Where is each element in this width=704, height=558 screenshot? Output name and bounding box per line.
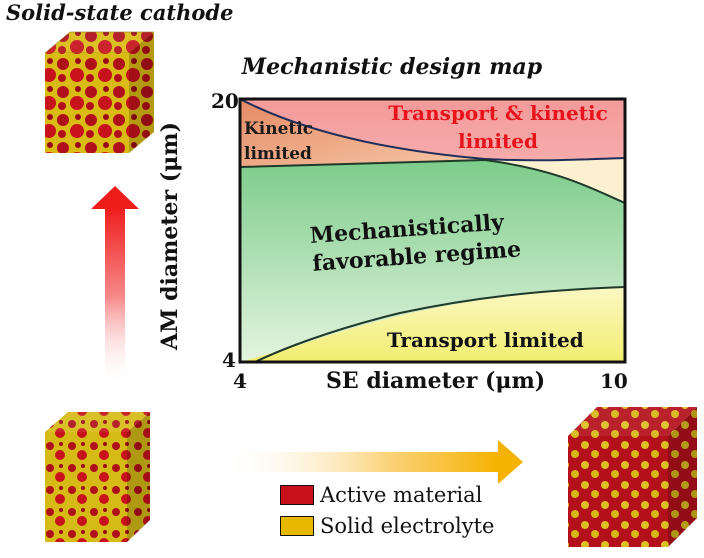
boundary-upper bbox=[239, 98, 626, 162]
region-mechanical bbox=[240, 160, 625, 362]
up-arrow-icon bbox=[91, 186, 139, 387]
label-kinetic-1: Kinetic bbox=[244, 119, 313, 139]
boundary-lower bbox=[254, 286, 626, 363]
label-transport: Transport limited bbox=[387, 328, 584, 352]
x-tick-left: 4 bbox=[233, 369, 247, 393]
y-tick-top: 20 bbox=[211, 89, 239, 113]
label-kinetic-2: limited bbox=[244, 144, 312, 164]
y-tick-bottom: 4 bbox=[222, 348, 236, 372]
legend-item-solid-electrolyte: Solid electrolyte bbox=[280, 513, 494, 539]
cube-bottom-left bbox=[45, 412, 150, 542]
region-kinetic bbox=[240, 99, 485, 167]
legend-label: Solid electrolyte bbox=[320, 514, 495, 538]
label-transport-kinetic-1: Transport & kinetic bbox=[388, 101, 608, 125]
legend-item-active-material: Active material bbox=[280, 482, 482, 508]
right-arrow-icon bbox=[220, 440, 523, 484]
label-transport-kinetic-2: limited bbox=[458, 129, 538, 153]
region-transport bbox=[240, 287, 625, 362]
cathode-title: Solid-state cathode bbox=[6, 0, 234, 25]
region-corner bbox=[485, 158, 625, 203]
cube-top bbox=[44, 31, 155, 153]
boundary-mid bbox=[239, 158, 626, 204]
cube-bottom-right bbox=[568, 407, 697, 547]
solid-electrolyte-swatch bbox=[280, 516, 314, 536]
plot-frame bbox=[238, 97, 627, 364]
x-tick-right: 10 bbox=[600, 369, 628, 393]
map-title: Mechanistic design map bbox=[241, 54, 543, 80]
legend-label: Active material bbox=[320, 483, 483, 507]
active-material-swatch bbox=[280, 485, 314, 505]
x-axis-label: SE diameter (μm) bbox=[326, 368, 546, 394]
